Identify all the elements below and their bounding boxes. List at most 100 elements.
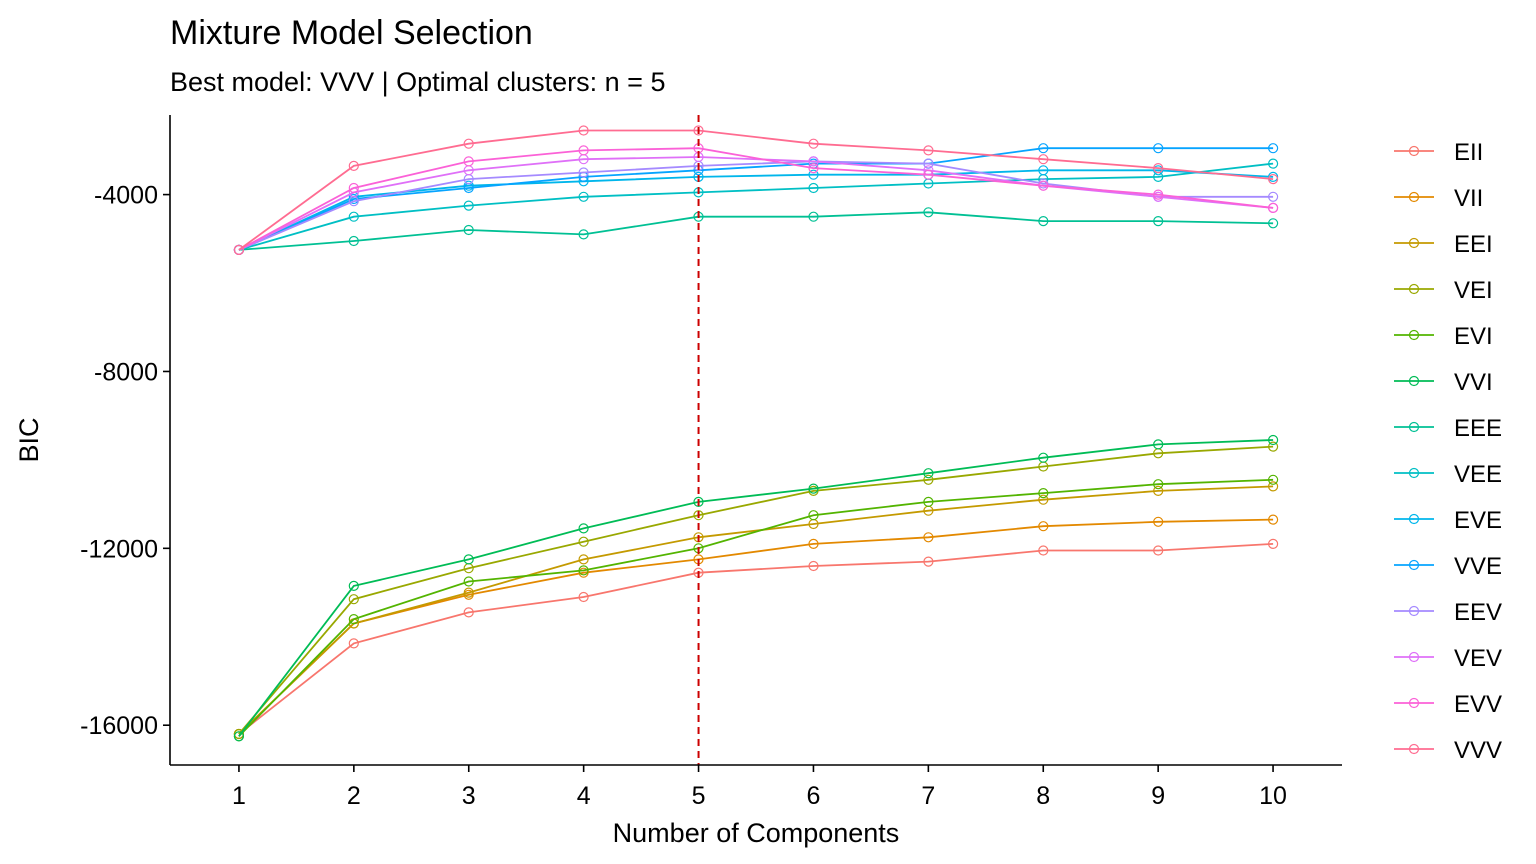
data-point [348, 613, 359, 625]
legend-key-point [1408, 237, 1420, 249]
data-point [923, 145, 934, 156]
data-point [1267, 218, 1279, 229]
series-line-evv [238, 147, 1274, 251]
legend-item: VVI [1394, 369, 1493, 396]
data-point [693, 125, 704, 136]
legend-item: EVE [1394, 507, 1502, 534]
data-point [1153, 143, 1164, 154]
legend-label: EVE [1454, 507, 1502, 534]
x-tick-label: 8 [1036, 782, 1050, 810]
data-point [808, 211, 819, 222]
data-point [808, 138, 819, 149]
data-point [808, 163, 819, 174]
data-point [1038, 545, 1049, 556]
legend-item: VEI [1394, 277, 1493, 304]
series-vvi [233, 434, 1279, 742]
legend-label: VII [1454, 185, 1483, 212]
series-line-vee [238, 162, 1274, 251]
data-point [1267, 474, 1279, 485]
legend-item: EEV [1394, 599, 1502, 626]
data-point [1267, 158, 1279, 169]
data-point [923, 532, 934, 543]
data-point [808, 169, 819, 180]
x-tick-label: 4 [577, 782, 591, 810]
data-point [1153, 163, 1164, 174]
legend-key-point [1408, 329, 1420, 341]
data-point [1267, 538, 1279, 550]
data-point [1153, 479, 1164, 490]
data-point [348, 182, 359, 194]
data-point [808, 538, 819, 550]
data-point [348, 211, 359, 222]
legend-item: VVE [1394, 553, 1502, 580]
series-vee [233, 158, 1279, 255]
y-tick-label: -16000 [80, 712, 158, 740]
x-axis-ticks: 1 2 3 4 5 6 7 8 9 10 [232, 765, 1287, 810]
data-point [578, 191, 589, 202]
data-point [1038, 494, 1049, 505]
legend-item: VEV [1394, 645, 1502, 672]
series-eii [233, 538, 1279, 740]
legend-key-point [1408, 697, 1420, 709]
data-point [463, 587, 474, 598]
legend-key-point [1408, 651, 1420, 663]
data-point [348, 594, 359, 605]
data-point [348, 235, 359, 247]
data-point [1267, 191, 1279, 202]
data-point [1153, 545, 1164, 556]
data-point [348, 160, 359, 171]
y-tick-label: -12000 [80, 535, 158, 563]
data-point [578, 565, 589, 576]
legend-item: EVV [1394, 691, 1502, 718]
series-line-vev [238, 156, 1274, 251]
data-point [1038, 452, 1049, 463]
series-line-vvv [238, 129, 1274, 251]
legend-item: EEI [1394, 231, 1493, 258]
series-line-vve [238, 147, 1274, 251]
legend-label: VEI [1454, 277, 1493, 304]
chart-title: Mixture Model Selection [170, 14, 533, 52]
data-point [578, 591, 589, 603]
data-point [1153, 516, 1164, 527]
series-evi [233, 474, 1279, 742]
legend-key-point [1408, 467, 1420, 479]
legend-label: EEI [1454, 231, 1493, 258]
legend-label: EEV [1454, 599, 1502, 626]
legend-key-point [1408, 743, 1420, 755]
data-point [1038, 143, 1049, 154]
data-point [1267, 434, 1279, 446]
data-point [1038, 165, 1049, 176]
data-point [923, 496, 934, 507]
data-point [1038, 488, 1049, 499]
data-point [578, 523, 589, 534]
data-point [923, 474, 934, 485]
legend-key-point [1408, 605, 1420, 617]
data-point [1038, 521, 1049, 532]
data-point [1038, 180, 1049, 191]
data-point [348, 580, 359, 592]
legend-item: VEE [1394, 461, 1502, 488]
legend: EII VII EEI VEI EVI VVI EEE VEE EVE VVE EEV VEV EVV V… [1394, 139, 1502, 764]
data-point [1153, 216, 1164, 227]
series-eev [233, 156, 1279, 255]
data-point [1038, 216, 1049, 227]
series-line-eii [238, 543, 1274, 735]
data-point [578, 536, 589, 547]
data-point [1153, 439, 1164, 450]
data-point [463, 554, 474, 565]
data-point [693, 496, 704, 507]
data-point [463, 138, 474, 149]
x-tick-label: 5 [692, 782, 706, 810]
series-line-vvi [238, 439, 1274, 737]
y-axis-title: BIC [14, 417, 44, 462]
legend-item: VVV [1394, 737, 1502, 764]
data-point [1038, 154, 1049, 165]
data-point [578, 229, 589, 240]
data-point [1267, 514, 1279, 525]
series-vii [233, 514, 1279, 740]
data-point [578, 554, 589, 565]
legend-key-point [1408, 191, 1420, 203]
x-tick-label: 3 [462, 782, 476, 810]
data-point [808, 156, 819, 167]
